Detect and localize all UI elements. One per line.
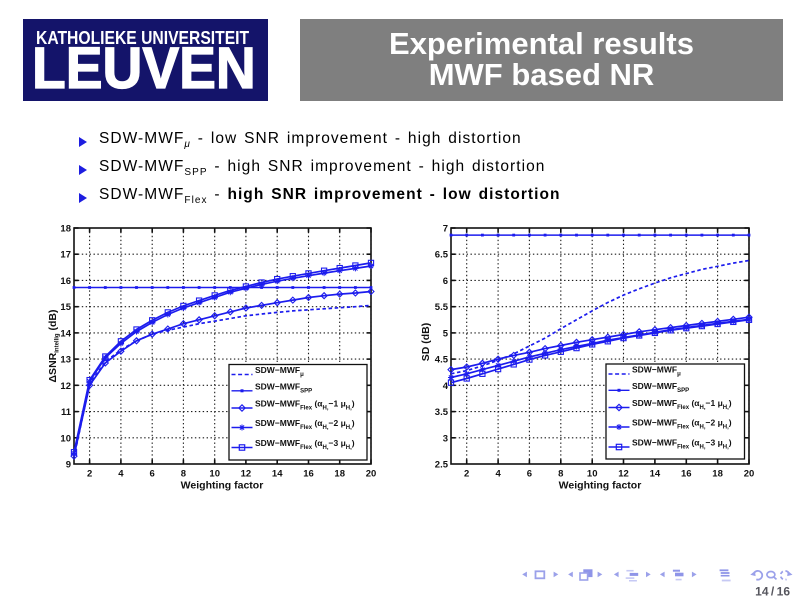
svg-text:11: 11 [61, 407, 72, 418]
svg-text:3.5: 3.5 [435, 407, 449, 418]
svg-text:Weighting factor: Weighting factor [181, 480, 264, 492]
svg-text:18: 18 [334, 469, 345, 480]
svg-text:16: 16 [303, 469, 314, 480]
svg-text:12: 12 [60, 381, 71, 392]
svg-text:SDW−MWFFlex (αH,−2 μH,): SDW−MWFFlex (αH,−2 μH,) [255, 418, 355, 431]
svg-text:6.5: 6.5 [435, 250, 449, 261]
svg-text:14: 14 [650, 469, 661, 480]
svg-text:10: 10 [209, 469, 220, 480]
svg-text:SDW−MWFμ: SDW−MWFμ [632, 365, 681, 378]
svg-text:5: 5 [443, 328, 449, 339]
svg-text:14 / 16: 14 / 16 [755, 585, 790, 599]
svg-text:10: 10 [60, 433, 71, 444]
svg-text:12: 12 [241, 469, 252, 480]
svg-text:20: 20 [744, 469, 755, 480]
svg-text:6: 6 [150, 469, 155, 480]
svg-text:4: 4 [443, 381, 449, 392]
svg-text:4: 4 [118, 469, 124, 480]
svg-text:SD (dB): SD (dB) [420, 323, 432, 362]
svg-text:3: 3 [443, 433, 448, 444]
svg-text:Weighting factor: Weighting factor [559, 480, 642, 492]
svg-text:4: 4 [495, 469, 501, 480]
svg-text:2: 2 [464, 469, 469, 480]
svg-text:4.5: 4.5 [435, 355, 449, 366]
svg-text:20: 20 [366, 469, 377, 480]
svg-text:14: 14 [272, 469, 283, 480]
svg-text:SDW−MWFμ: SDW−MWFμ [255, 365, 304, 378]
svg-text:17: 17 [60, 250, 71, 261]
svg-text:SDW−MWFFlex (αH,−3 μH,): SDW−MWFFlex (αH,−3 μH,) [632, 438, 732, 451]
svg-text:14: 14 [60, 328, 71, 339]
svg-text:16: 16 [681, 469, 692, 480]
svg-text:2: 2 [87, 469, 92, 480]
svg-text:7: 7 [443, 224, 448, 235]
svg-text:SDW−MWFSPP: SDW−MWFSPP [632, 381, 689, 394]
svg-text:13: 13 [60, 355, 71, 366]
svg-text:8: 8 [181, 469, 186, 480]
svg-text:SDW−MWFFlex (αH,−1 μH,): SDW−MWFFlex (αH,−1 μH,) [632, 398, 732, 411]
svg-text:SDW−MWFSPP: SDW−MWFSPP [255, 381, 312, 394]
svg-text:SDW−MWFFlex (αH,−3 μH,): SDW−MWFFlex (αH,−3 μH,) [255, 438, 355, 451]
svg-text:10: 10 [587, 469, 598, 480]
svg-text:8: 8 [558, 469, 563, 480]
svg-text:2.5: 2.5 [435, 460, 449, 471]
svg-text:SDW−MWFFlex (αH,−2 μH,): SDW−MWFFlex (αH,−2 μH,) [632, 418, 732, 431]
svg-text:18: 18 [60, 224, 71, 235]
svg-text:18: 18 [712, 469, 723, 480]
svg-text:6: 6 [443, 276, 448, 287]
svg-text:9: 9 [66, 460, 71, 471]
svg-text:ΔSNRintellig (dB): ΔSNRintellig (dB) [47, 310, 61, 383]
svg-text:6: 6 [527, 469, 532, 480]
svg-text:15: 15 [60, 302, 71, 313]
svg-text:5.5: 5.5 [435, 302, 449, 313]
svg-text:12: 12 [618, 469, 629, 480]
svg-text:16: 16 [60, 276, 71, 287]
svg-text:SDW−MWFFlex (αH,−1 μH,): SDW−MWFFlex (αH,−1 μH,) [255, 399, 355, 412]
